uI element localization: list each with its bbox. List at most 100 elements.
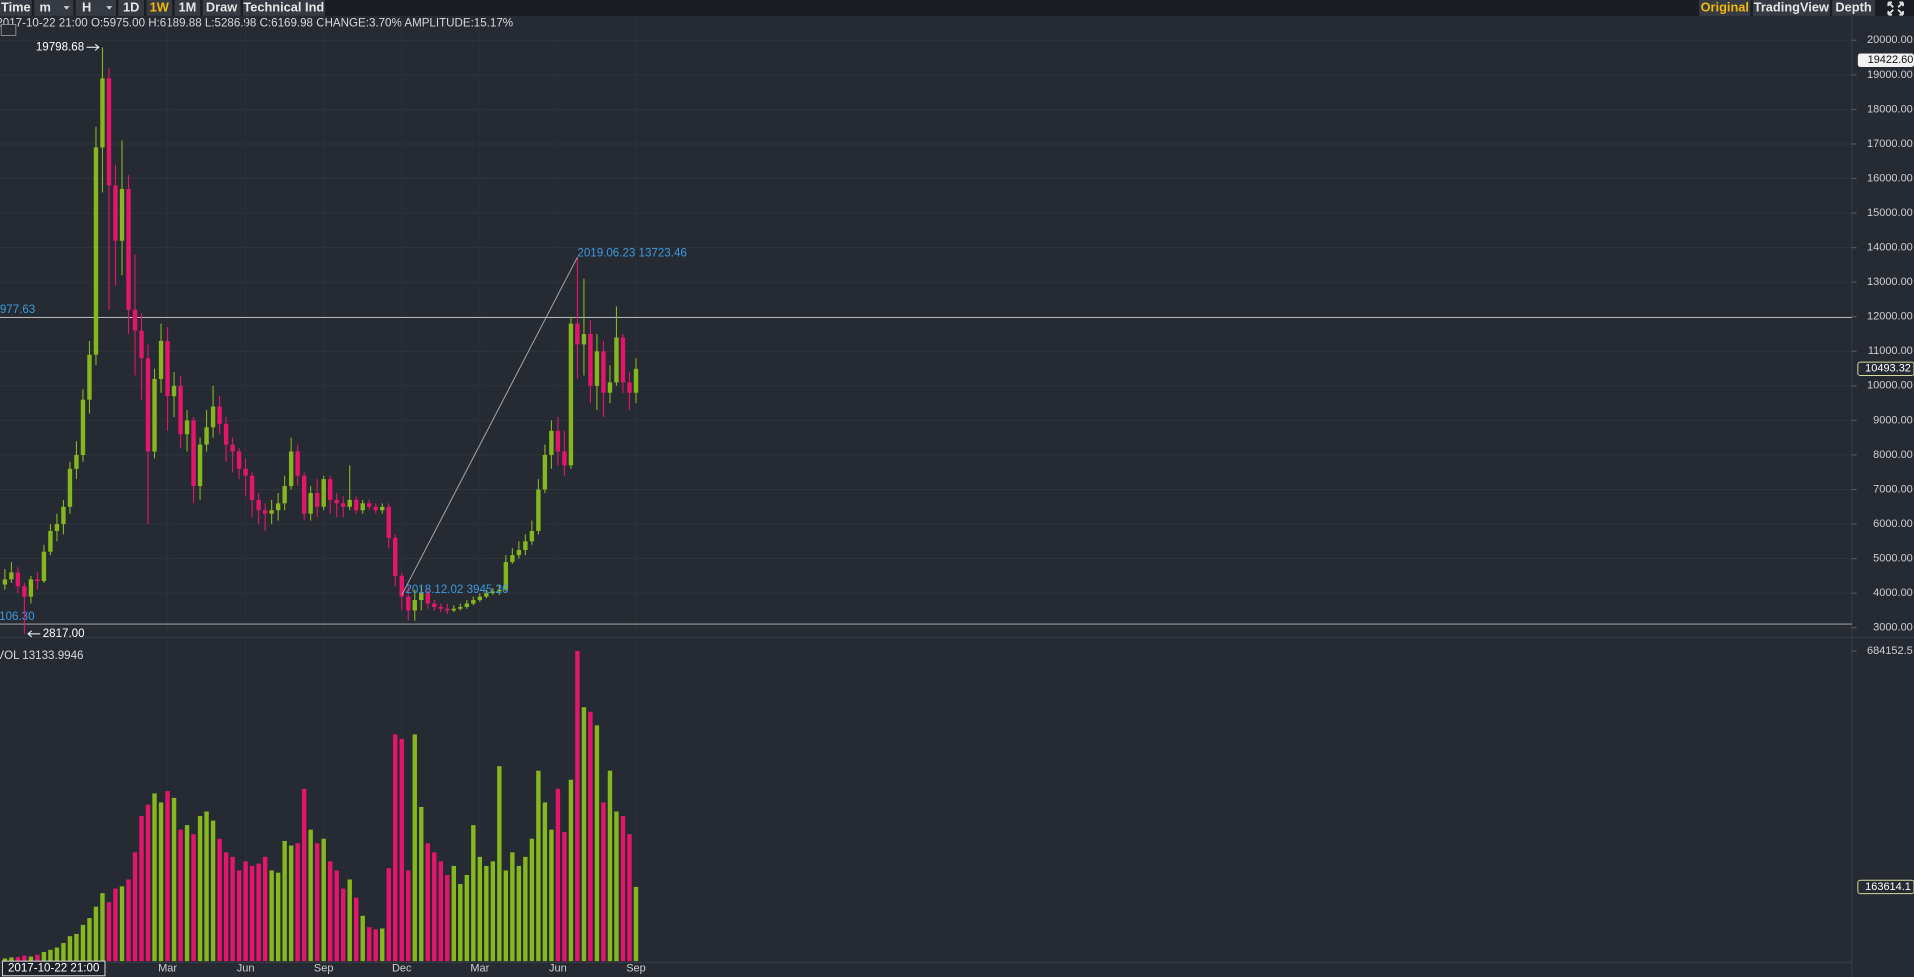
volume-bar: [529, 838, 535, 962]
candle-body: [314, 492, 320, 507]
toolbar-button-label[interactable]: H: [82, 0, 91, 14]
candle-body: [288, 451, 294, 487]
view-button-label[interactable]: TradingView: [1754, 0, 1829, 14]
toolbar-button-label[interactable]: Time: [1, 0, 31, 14]
view-button[interactable]: [1699, 0, 1751, 16]
price-tag: [1857, 53, 1914, 67]
fullscreen-icon[interactable]: [1887, 1, 1904, 16]
candle-body: [28, 579, 34, 597]
last-volume-tag: [1857, 879, 1914, 895]
crosshair-toggle[interactable]: [0, 24, 17, 36]
volume-bar: [510, 852, 515, 962]
volume-bar: [321, 838, 326, 962]
view-button[interactable]: [1832, 0, 1875, 16]
candle-body: [529, 530, 535, 542]
volume-bar: [67, 936, 73, 962]
candle-body: [100, 78, 105, 148]
volume-bar: [425, 843, 430, 962]
candle-body: [269, 510, 274, 514]
volume-bar: [28, 956, 34, 962]
toolbar-button[interactable]: [146, 0, 173, 16]
trend-start-label: 2018.12.02 3945.26: [405, 584, 508, 596]
candle-body: [458, 606, 463, 609]
candle-body: [145, 358, 151, 452]
toolbar-button[interactable]: [75, 0, 116, 16]
toolbar-button-label[interactable]: Technical Ind: [243, 0, 324, 14]
trend-line: [401, 256, 578, 596]
candle-body: [360, 503, 365, 511]
candle-body: [568, 323, 574, 466]
candle-body: [9, 572, 14, 580]
toolbar-button-label[interactable]: 1W: [150, 0, 170, 14]
toolbar-button[interactable]: [118, 0, 145, 16]
dropdown-arrow[interactable]: [106, 6, 113, 10]
volume-bar: [360, 915, 365, 962]
candle-body: [601, 351, 606, 393]
toolbar-button[interactable]: [202, 0, 241, 16]
crosshair-date-box: [1, 960, 106, 977]
volume-bar: [204, 811, 209, 962]
candle-body: [275, 503, 281, 511]
trend-end-label: 2019.06.23 13723.46: [577, 248, 686, 260]
toolbar-button-label[interactable]: Draw: [206, 0, 237, 14]
volume-bar: [126, 879, 131, 962]
toolbar-button-label[interactable]: 1M: [178, 0, 196, 14]
candle-body: [178, 385, 183, 435]
volume-bar: [2, 958, 8, 962]
y-tick-label: 4000.00: [1873, 587, 1913, 599]
candle-body: [445, 608, 450, 611]
toolbar-button[interactable]: [174, 0, 201, 16]
x-tick-label: Mar: [470, 962, 489, 974]
candle-body: [464, 603, 470, 607]
y-tick-label: 12000.00: [1867, 311, 1913, 323]
volume-bar: [334, 870, 339, 962]
candle-body: [432, 603, 437, 607]
candle-body: [555, 430, 561, 452]
view-button-label[interactable]: Original: [1701, 0, 1749, 14]
y-tick-label: 5000.00: [1873, 553, 1913, 565]
candle-body: [484, 593, 489, 597]
candle-body: [223, 423, 229, 445]
volume-bar: [74, 933, 79, 962]
fullscreen-glyph[interactable]: [1887, 1, 1904, 16]
volume-bar: [412, 734, 417, 962]
volume-bar: [633, 886, 639, 962]
toolbar-button-label[interactable]: m: [39, 0, 50, 14]
view-button-label[interactable]: Depth: [1835, 0, 1871, 14]
toolbar-button[interactable]: [0, 0, 32, 16]
volume-bar: [314, 843, 320, 962]
volume-bar: [490, 861, 496, 962]
y-tick-label: 6000.00: [1873, 518, 1913, 530]
volume-bar: [262, 856, 268, 962]
candle-body: [594, 351, 600, 386]
volume-bar: [249, 865, 255, 962]
volume-bar: [620, 816, 626, 962]
volume-y-tick-label: 684152.5: [1867, 645, 1913, 657]
dropdown-arrow[interactable]: [63, 6, 70, 10]
toolbar-button[interactable]: [242, 0, 325, 16]
candle-body: [2, 579, 8, 585]
volume-bar: [9, 957, 14, 962]
toolbar-button-label[interactable]: 1D: [123, 0, 139, 14]
min-price-arrow: [27, 630, 41, 638]
candle-body: [477, 596, 483, 601]
candle-body: [633, 368, 639, 393]
y-tick-label: 7000.00: [1873, 483, 1913, 495]
x-tick-label: Dec: [392, 962, 412, 974]
candle-body: [412, 600, 417, 611]
candle-body: [54, 524, 60, 531]
candle-body: [386, 506, 391, 538]
volume-bar: [367, 927, 372, 962]
toolbar-button[interactable]: [34, 0, 74, 16]
volume-bar: [165, 791, 170, 962]
volume-bar: [581, 707, 587, 962]
volume-bar: [210, 820, 216, 962]
volume-bar: [588, 711, 593, 962]
max-price-arrow: [86, 43, 100, 51]
last-price-label: 10493.32: [1865, 363, 1911, 375]
volume-bar: [171, 797, 177, 962]
candle-body: [347, 499, 352, 507]
view-button[interactable]: [1752, 0, 1830, 16]
volume-bar: [256, 863, 261, 962]
price-tag-label: 19422.60: [1868, 54, 1914, 66]
